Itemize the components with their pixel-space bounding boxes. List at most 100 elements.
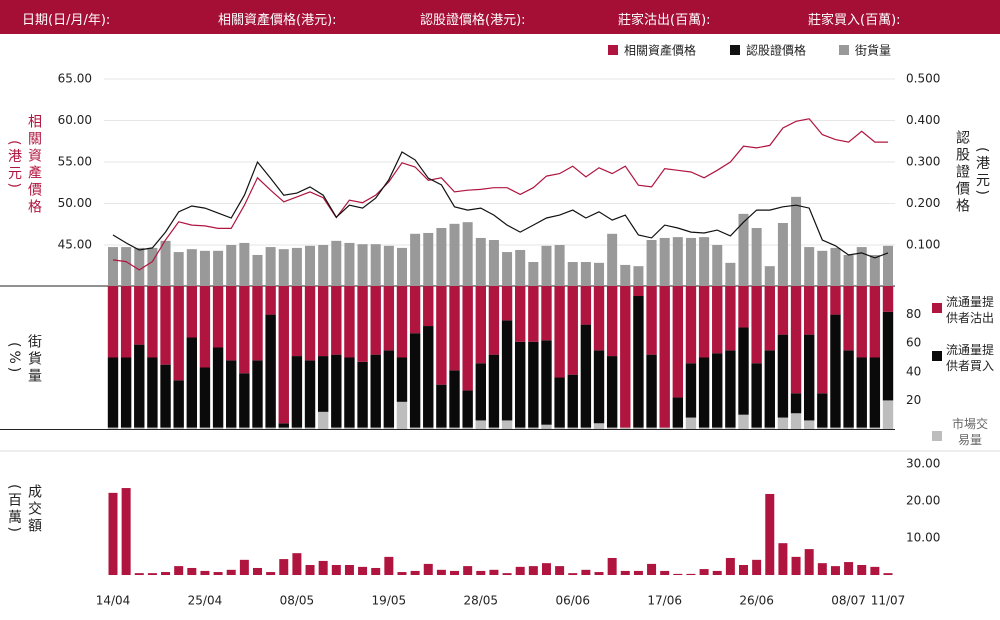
bar-segment xyxy=(882,400,894,429)
bar xyxy=(685,237,696,287)
bar-segment xyxy=(199,367,211,428)
bar-segment xyxy=(252,360,263,428)
bar xyxy=(173,252,184,287)
bar-segment xyxy=(501,286,513,321)
bar xyxy=(738,213,749,287)
bar-segment xyxy=(869,286,881,358)
tick-label: 30.00 xyxy=(906,457,940,471)
bar-segment xyxy=(304,360,316,428)
bar-segment xyxy=(869,357,881,428)
bar-segment xyxy=(134,427,145,429)
bar-segment xyxy=(856,427,867,429)
bar-segment xyxy=(344,427,355,429)
legend-label: 流通量提供者買入 xyxy=(946,343,995,373)
bar-segment xyxy=(633,427,644,429)
bar xyxy=(791,196,802,287)
bar-segment xyxy=(199,427,211,429)
bar xyxy=(555,566,565,575)
legend-label: 街貨量 xyxy=(855,43,891,58)
bar xyxy=(541,563,551,575)
bar-segment xyxy=(790,393,802,414)
bar xyxy=(804,247,815,287)
bar xyxy=(844,562,854,575)
bar-segment xyxy=(449,370,460,428)
bar xyxy=(397,572,407,575)
legend-swatch xyxy=(730,45,740,55)
bar-segment xyxy=(659,286,670,428)
bar xyxy=(489,569,499,575)
bar-segment xyxy=(606,427,618,429)
bar xyxy=(186,249,197,287)
bar xyxy=(292,553,302,575)
bar xyxy=(291,247,302,287)
bar-segment xyxy=(226,286,237,361)
bar-segment xyxy=(120,427,132,429)
bar xyxy=(817,250,828,287)
bar xyxy=(160,240,171,287)
bar-segment xyxy=(160,286,171,365)
bar-segment xyxy=(738,414,749,429)
bar-segment xyxy=(882,311,894,401)
bar-segment xyxy=(501,420,513,429)
legend-swatch xyxy=(932,303,942,313)
bar-segment xyxy=(567,286,578,375)
bar-segment xyxy=(107,286,119,358)
bar xyxy=(279,559,289,575)
bar xyxy=(370,244,381,287)
bar xyxy=(134,573,144,575)
bar xyxy=(108,247,118,287)
bar-segment xyxy=(396,286,408,358)
bar xyxy=(764,266,775,287)
bar-segment xyxy=(160,364,171,428)
bar-segment xyxy=(541,340,552,425)
tick-label: 60 xyxy=(906,336,921,350)
bar xyxy=(712,570,722,575)
bar xyxy=(383,245,394,287)
bar-segment xyxy=(777,334,789,418)
bar-segment xyxy=(725,350,736,428)
bar-segment xyxy=(436,384,447,428)
bar-segment xyxy=(317,356,329,412)
bar xyxy=(843,254,854,287)
bar-segment xyxy=(633,286,644,297)
x-tick-label: 14/04 xyxy=(96,594,131,608)
bar-segment xyxy=(173,380,184,428)
bar-segment xyxy=(107,357,119,428)
bar-segment xyxy=(803,420,815,429)
bar xyxy=(396,247,407,287)
bar xyxy=(371,567,381,575)
bar-segment xyxy=(672,427,684,429)
bar xyxy=(344,565,354,575)
bar-segment xyxy=(620,427,631,429)
bar-segment xyxy=(239,373,250,428)
legend-label: 市場交易量 xyxy=(951,417,988,447)
bar-segment xyxy=(370,286,381,355)
bar-segment xyxy=(830,427,841,429)
bar xyxy=(423,232,434,287)
bar-segment xyxy=(186,337,198,428)
bar-segment xyxy=(817,427,828,429)
header-label: 認股證價格(港元): xyxy=(420,13,526,28)
tick-label: 0.200 xyxy=(906,196,940,210)
header-label: 莊家沽出(百萬): xyxy=(618,13,711,28)
bar xyxy=(475,237,486,287)
bar xyxy=(423,563,433,575)
bar-segment xyxy=(751,427,762,429)
bar-segment xyxy=(725,286,736,351)
bar-segment xyxy=(409,427,421,429)
bar-segment xyxy=(488,286,500,355)
bar-segment xyxy=(212,427,224,429)
bar-segment xyxy=(528,341,539,428)
bar xyxy=(449,223,460,287)
bar xyxy=(699,237,710,287)
bar xyxy=(239,559,249,575)
bar xyxy=(344,242,355,287)
bar-segment xyxy=(107,427,119,429)
bar-segment xyxy=(685,417,697,429)
bar xyxy=(488,240,499,287)
bar-segment xyxy=(436,286,447,385)
bar xyxy=(147,573,157,575)
tick-label: 40 xyxy=(906,364,921,378)
bar xyxy=(463,566,473,575)
